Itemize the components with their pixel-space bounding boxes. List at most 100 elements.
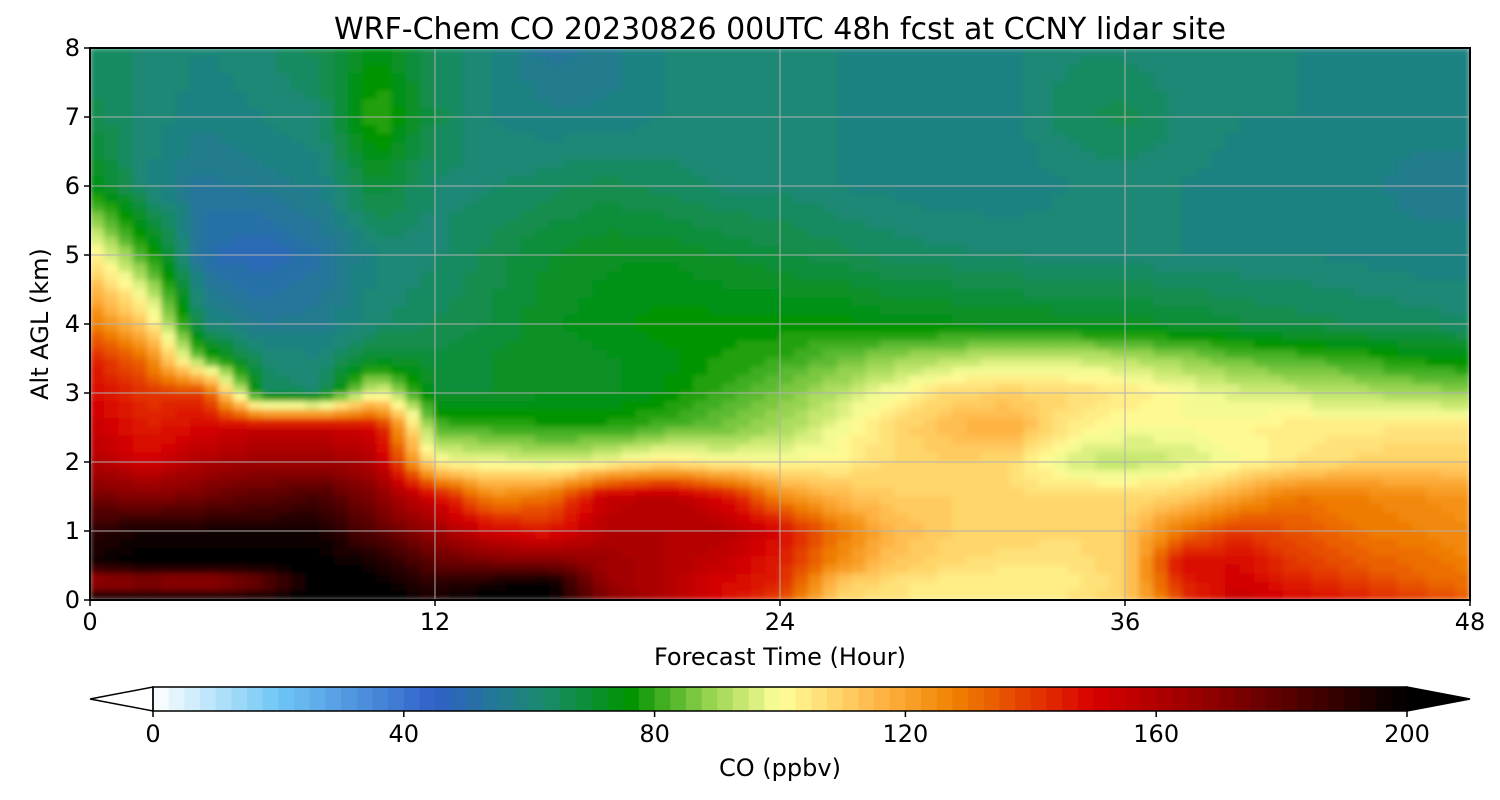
field-cell [750, 357, 767, 368]
field-cell [175, 314, 192, 325]
field-cell [1052, 452, 1069, 463]
field-cell [995, 306, 1011, 316]
field-cell [880, 418, 896, 429]
field-cell [693, 81, 709, 92]
field-cell [362, 340, 379, 351]
field-cell [1368, 168, 1385, 178]
field-cell [491, 81, 508, 92]
field-cell [736, 99, 752, 109]
field-cell [966, 142, 982, 153]
field-cell [693, 323, 709, 334]
field-cell [650, 357, 666, 368]
field-cell [1368, 125, 1385, 135]
field-cell [161, 185, 177, 196]
field-cell [678, 263, 695, 273]
field-cell [90, 392, 105, 403]
field-cell [1426, 392, 1442, 403]
field-cell [1095, 202, 1112, 213]
field-cell [90, 202, 105, 213]
field-cell [463, 478, 479, 489]
field-cell [305, 142, 321, 153]
field-cell [1397, 280, 1414, 291]
field-cell [463, 168, 479, 178]
field-cell [1153, 349, 1169, 360]
field-cell [1397, 159, 1414, 170]
field-cell [664, 159, 680, 170]
field-cell [980, 366, 997, 377]
field-cell [1253, 452, 1270, 463]
field-cell [290, 392, 307, 403]
field-cell [348, 254, 364, 265]
field-cell [1138, 168, 1155, 178]
field-cell [1095, 314, 1112, 325]
field-cell [1124, 185, 1140, 196]
field-cell [405, 297, 422, 308]
field-cell [1066, 228, 1083, 239]
field-cell [463, 64, 479, 75]
field-cell [1110, 211, 1126, 222]
field-cell [980, 461, 997, 472]
field-cell [247, 116, 264, 127]
field-cell [664, 271, 680, 282]
field-cell [1052, 478, 1069, 489]
field-cell [520, 107, 537, 118]
field-cell [90, 237, 105, 247]
field-cell [391, 426, 407, 437]
field-cell [1038, 185, 1054, 196]
field-cell [247, 401, 264, 411]
field-cell [90, 73, 105, 84]
field-cell [276, 99, 292, 109]
field-cell [463, 418, 479, 429]
field-cell [1167, 340, 1184, 351]
field-cell [348, 219, 364, 230]
field-cell [836, 116, 853, 127]
field-cell [1066, 401, 1083, 411]
field-cell [951, 435, 968, 446]
field-cell [261, 392, 278, 403]
field-cell [535, 409, 551, 420]
field-cell [1225, 168, 1241, 178]
field-cell [362, 142, 379, 153]
field-cell [880, 125, 896, 135]
field-cell [606, 211, 623, 222]
field-cell [103, 314, 120, 325]
field-cell [477, 306, 494, 316]
field-cell [1181, 168, 1198, 178]
field-cell [1354, 444, 1370, 454]
field-cell [463, 185, 479, 196]
field-cell [204, 99, 220, 109]
field-cell [1397, 56, 1414, 66]
field-cell [1239, 314, 1255, 325]
field-cell [1052, 245, 1069, 256]
field-cell [247, 478, 264, 489]
field-cell [606, 470, 623, 480]
field-cell [506, 99, 522, 109]
field-cell [161, 461, 177, 472]
field-cell [1009, 487, 1025, 498]
field-cell [535, 159, 551, 170]
field-cell [1167, 90, 1184, 101]
field-cell [578, 349, 594, 360]
field-cell [1282, 245, 1299, 256]
field-cell [305, 444, 321, 454]
field-cell [1455, 409, 1470, 420]
field-cell [448, 142, 465, 153]
field-cell [175, 323, 192, 334]
field-cell [721, 401, 738, 411]
field-cell [161, 383, 177, 394]
field-cell [175, 168, 192, 178]
field-cell [506, 340, 522, 351]
field-cell [333, 194, 350, 204]
field-cell [90, 211, 105, 222]
field-cell [793, 176, 810, 187]
field-cell [1440, 150, 1457, 161]
field-cell [1455, 263, 1470, 273]
field-cell [1095, 159, 1112, 170]
field-cell [405, 194, 422, 204]
field-cell [851, 73, 867, 84]
field-cell [1225, 426, 1241, 437]
field-cell [1124, 211, 1140, 222]
field-cell [621, 263, 637, 273]
field-cell [937, 306, 954, 316]
field-cell [678, 168, 695, 178]
